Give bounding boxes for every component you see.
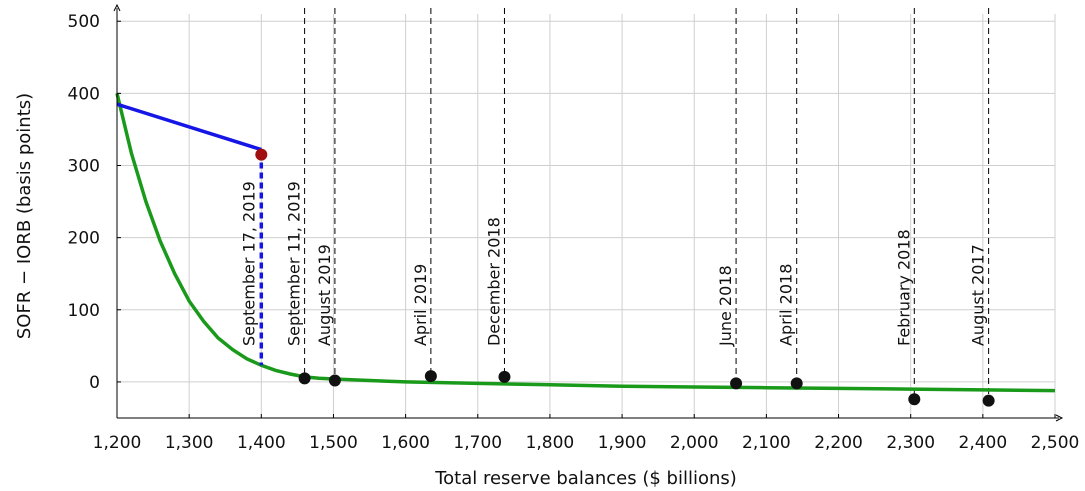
- data-point: [982, 394, 995, 407]
- x-tick-label: 1,900: [598, 433, 647, 453]
- date-label: August 2019: [315, 244, 334, 346]
- y-tick-label: 100: [68, 301, 100, 321]
- date-label: June 2018: [716, 265, 735, 347]
- date-label: February 2018: [894, 229, 913, 346]
- highlight-point: [255, 148, 268, 161]
- x-tick-label: 1,300: [165, 433, 214, 453]
- x-axis-arrow: [1055, 414, 1064, 422]
- x-tick-label: 1,800: [526, 433, 575, 453]
- grid-lines: [117, 14, 1056, 418]
- x-axis-label: Total reserve balances ($ billions): [434, 468, 737, 489]
- y-tick-label: 400: [68, 84, 100, 104]
- x-tick-label: 1,400: [237, 433, 286, 453]
- date-label: April 2019: [411, 264, 430, 346]
- data-point: [730, 377, 743, 390]
- date-label: December 2018: [484, 217, 503, 346]
- x-tick-label: 1,200: [93, 433, 142, 453]
- x-tick-label: 2,000: [670, 433, 719, 453]
- date-label: April 2018: [777, 264, 796, 346]
- date-marker-lines: [304, 8, 990, 401]
- y-axis-arrow: [113, 3, 121, 12]
- y-tick-label: 300: [68, 157, 100, 177]
- date-label: August 2017: [969, 244, 988, 346]
- x-tick-label: 2,200: [814, 433, 863, 453]
- data-point: [790, 377, 803, 390]
- y-tick-label: 500: [68, 12, 100, 32]
- tick-labels: 1,200 1,300 1,400 1,500 1,600 1,700 1,800 1,900…: [68, 12, 1080, 453]
- x-tick-label: 2,300: [886, 433, 935, 453]
- stress-segment-line: [116, 102, 262, 152]
- date-label: September 11, 2019: [285, 181, 304, 346]
- axes: [113, 3, 1064, 422]
- data-point: [424, 370, 437, 383]
- y-axis-label: SOFR − IORB (basis points): [14, 93, 35, 339]
- x-tick-label: 1,700: [453, 433, 502, 453]
- x-tick-label: 1,500: [309, 433, 358, 453]
- data-point: [298, 372, 311, 385]
- observation-points: [255, 148, 995, 407]
- data-point: [328, 374, 341, 387]
- y-tick-label: 200: [68, 229, 100, 249]
- annotations: September 11, 2019 August 2019 April 2019 D…: [239, 181, 987, 347]
- data-point: [498, 370, 511, 383]
- x-tick-label: 2,100: [742, 433, 791, 453]
- data-point: [908, 393, 921, 406]
- x-tick-label: 2,500: [1031, 433, 1080, 453]
- x-tick-label: 2,400: [959, 433, 1008, 453]
- x-tick-label: 1,600: [381, 433, 430, 453]
- highlight-label: September 17, 2019: [239, 181, 258, 346]
- y-tick-label: 0: [89, 373, 100, 393]
